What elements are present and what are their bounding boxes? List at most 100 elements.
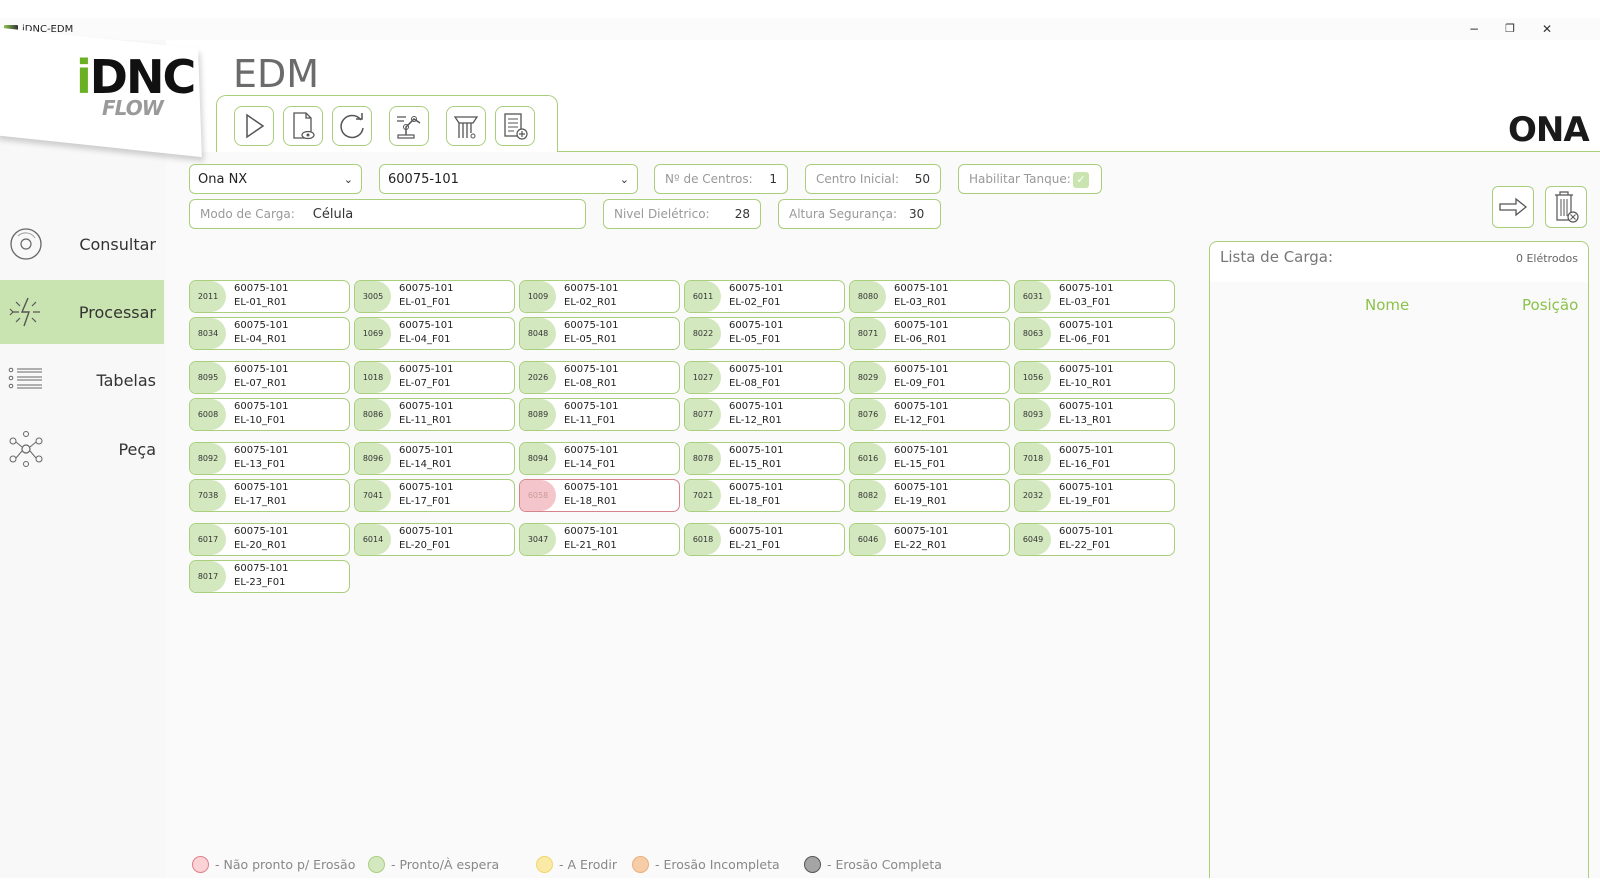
- nivel-dieletrico-field[interactable]: Nivel Dielétrico: 28: [603, 199, 761, 229]
- electrode-card[interactable]: 8093 60075-101 EL-13_R01: [1014, 398, 1175, 431]
- electrode-part: 60075-101: [399, 283, 454, 294]
- maximize-button[interactable]: ❐: [1505, 22, 1515, 35]
- electrode-name: EL-09_F01: [894, 378, 946, 389]
- electrode-card[interactable]: 1009 60075-101 EL-02_R01: [519, 280, 680, 313]
- electrode-card[interactable]: 8089 60075-101 EL-11_F01: [519, 398, 680, 431]
- electrode-card[interactable]: 8082 60075-101 EL-19_R01: [849, 479, 1010, 512]
- altura-seguranca-field[interactable]: Altura Segurança: 30: [778, 199, 941, 229]
- legend-complete: - Erosão Completa: [804, 856, 942, 873]
- electrode-number: 3047: [520, 524, 556, 555]
- legend-not-ready: - Não pronto p/ Erosão: [192, 856, 355, 873]
- electrode-name: EL-13_F01: [234, 459, 286, 470]
- electrode-card[interactable]: 6008 60075-101 EL-10_F01: [189, 398, 350, 431]
- nav-consultar[interactable]: Consultar: [0, 212, 164, 276]
- electrode-card[interactable]: 6011 60075-101 EL-02_F01: [684, 280, 845, 313]
- electrode-card[interactable]: 7021 60075-101 EL-18_F01: [684, 479, 845, 512]
- electrode-name: EL-21_R01: [564, 540, 617, 551]
- electrode-part: 60075-101: [399, 526, 454, 537]
- electrode-card[interactable]: 2032 60075-101 EL-19_F01: [1014, 479, 1175, 512]
- electrode-card[interactable]: 6049 60075-101 EL-22_F01: [1014, 523, 1175, 556]
- electrode-number: 7038: [190, 480, 226, 511]
- electrode-number: 1018: [355, 362, 391, 393]
- electrode-card[interactable]: 8086 60075-101 EL-11_R01: [354, 398, 515, 431]
- electrode-number: 2032: [1015, 480, 1051, 511]
- electrode-name: EL-05_F01: [729, 334, 781, 345]
- electrode-part: 60075-101: [729, 401, 784, 412]
- electrode-card[interactable]: 8094 60075-101 EL-14_F01: [519, 442, 680, 475]
- electrode-name: EL-22_F01: [1059, 540, 1111, 551]
- electrode-card[interactable]: 1056 60075-101 EL-10_R01: [1014, 361, 1175, 394]
- electrode-card[interactable]: 8096 60075-101 EL-14_R01: [354, 442, 515, 475]
- electrode-name: EL-18_R01: [564, 496, 617, 507]
- nivel-dieletrico-value: 28: [734, 207, 750, 221]
- machine-select[interactable]: Ona NX ⌄: [189, 164, 362, 194]
- electrode-card[interactable]: 2026 60075-101 EL-08_R01: [519, 361, 680, 394]
- robot-arm-icon[interactable]: [389, 106, 429, 146]
- electrode-card[interactable]: 8048 60075-101 EL-05_R01: [519, 317, 680, 350]
- electrode-number: 8082: [850, 480, 886, 511]
- list-add-icon[interactable]: [495, 106, 535, 146]
- electrode-part: 60075-101: [1059, 526, 1114, 537]
- modo-carga-field[interactable]: Modo de Carga: Célula: [189, 199, 586, 229]
- electrode-name: EL-16_F01: [1059, 459, 1111, 470]
- electrode-part: 60075-101: [234, 563, 289, 574]
- electrode-card[interactable]: 3005 60075-101 EL-01_F01: [354, 280, 515, 313]
- col-header-nome[interactable]: Nome: [1365, 296, 1410, 314]
- electrode-card[interactable]: 8063 60075-101 EL-06_F01: [1014, 317, 1175, 350]
- logo-i: i: [76, 50, 92, 104]
- send-to-list-button[interactable]: [1492, 186, 1534, 228]
- electrode-card[interactable]: 6016 60075-101 EL-15_F01: [849, 442, 1010, 475]
- machine-tool-icon[interactable]: [446, 106, 486, 146]
- part-select[interactable]: 60075-101 ⌄: [379, 164, 638, 194]
- electrode-number: 8095: [190, 362, 226, 393]
- electrode-card[interactable]: 6046 60075-101 EL-22_R01: [849, 523, 1010, 556]
- tanque-checkbox[interactable]: ✓: [1073, 172, 1089, 188]
- play-icon[interactable]: [234, 106, 274, 146]
- electrode-card[interactable]: 7038 60075-101 EL-17_R01: [189, 479, 350, 512]
- electrode-card[interactable]: 8078 60075-101 EL-15_R01: [684, 442, 845, 475]
- electrode-card[interactable]: 8029 60075-101 EL-09_F01: [849, 361, 1010, 394]
- machine-select-value: Ona NX: [198, 171, 248, 187]
- electrode-card[interactable]: 7018 60075-101 EL-16_F01: [1014, 442, 1175, 475]
- centros-field[interactable]: Nº de Centros: 1: [654, 164, 788, 194]
- electrode-part: 60075-101: [894, 482, 949, 493]
- electrode-card[interactable]: 6018 60075-101 EL-21_F01: [684, 523, 845, 556]
- modo-carga-value: Célula: [312, 206, 354, 222]
- electrode-card[interactable]: 7041 60075-101 EL-17_F01: [354, 479, 515, 512]
- electrode-card[interactable]: 8077 60075-101 EL-12_R01: [684, 398, 845, 431]
- electrode-card[interactable]: 3047 60075-101 EL-21_R01: [519, 523, 680, 556]
- electrode-card[interactable]: 6031 60075-101 EL-03_F01: [1014, 280, 1175, 313]
- red-dot-icon: [192, 856, 209, 873]
- electrode-card[interactable]: 1018 60075-101 EL-07_F01: [354, 361, 515, 394]
- electrode-card[interactable]: 1069 60075-101 EL-04_F01: [354, 317, 515, 350]
- electrode-number: 1069: [355, 318, 391, 349]
- nav-peca[interactable]: Peça: [0, 417, 164, 481]
- clear-list-button[interactable]: [1545, 186, 1587, 228]
- electrode-part: 60075-101: [894, 445, 949, 456]
- altura-seguranca-value: 30: [909, 207, 925, 221]
- electrode-card[interactable]: 6014 60075-101 EL-20_F01: [354, 523, 515, 556]
- nav-processar-label: Processar: [78, 302, 156, 322]
- electrode-card[interactable]: 6058 60075-101 EL-18_R01: [519, 479, 680, 512]
- document-preview-icon[interactable]: [283, 106, 323, 146]
- refresh-icon[interactable]: [332, 106, 372, 146]
- close-button[interactable]: ✕: [1541, 22, 1553, 36]
- electrode-card[interactable]: 6017 60075-101 EL-20_R01: [189, 523, 350, 556]
- electrode-card[interactable]: 8080 60075-101 EL-03_R01: [849, 280, 1010, 313]
- centro-inicial-field[interactable]: Centro Inicial: 50: [805, 164, 941, 194]
- electrode-card[interactable]: 8076 60075-101 EL-12_F01: [849, 398, 1010, 431]
- electrode-card[interactable]: 8095 60075-101 EL-07_R01: [189, 361, 350, 394]
- electrode-card[interactable]: 8034 60075-101 EL-04_R01: [189, 317, 350, 350]
- col-header-posicao[interactable]: Posição: [1522, 296, 1579, 314]
- electrode-card[interactable]: 1027 60075-101 EL-08_F01: [684, 361, 845, 394]
- electrode-number: 7021: [685, 480, 721, 511]
- electrode-card[interactable]: 8092 60075-101 EL-13_F01: [189, 442, 350, 475]
- nav-processar[interactable]: Processar: [0, 280, 164, 344]
- nav-tabelas[interactable]: Tabelas: [0, 348, 164, 412]
- electrode-card[interactable]: 8071 60075-101 EL-06_R01: [849, 317, 1010, 350]
- minimize-button[interactable]: −: [1468, 22, 1480, 36]
- electrode-card[interactable]: 2011 60075-101 EL-01_R01: [189, 280, 350, 313]
- electrode-card[interactable]: 8017 60075-101 EL-23_F01: [189, 560, 350, 593]
- electrode-card[interactable]: 8022 60075-101 EL-05_F01: [684, 317, 845, 350]
